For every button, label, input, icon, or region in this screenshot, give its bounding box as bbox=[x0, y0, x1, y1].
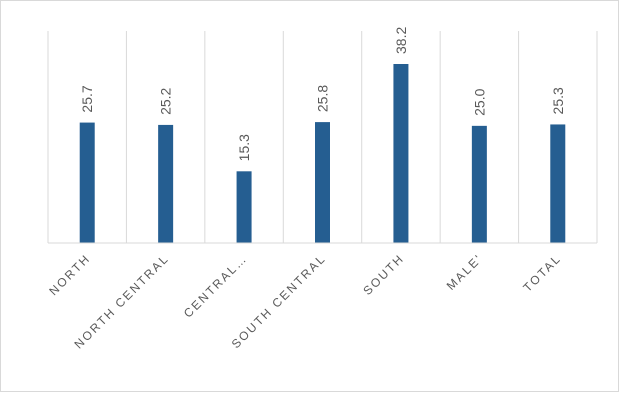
data-label: 25.3 bbox=[550, 87, 566, 114]
x-tick-label: TOTAL bbox=[520, 251, 564, 295]
data-label: 25.2 bbox=[158, 87, 174, 114]
x-tick-label: NORTH bbox=[46, 251, 93, 298]
bar-south-central bbox=[315, 122, 330, 243]
bar-central- bbox=[236, 171, 252, 243]
data-label: 25.0 bbox=[471, 88, 487, 115]
data-label: 38.2 bbox=[393, 27, 409, 54]
x-tick-label: CENTRAL… bbox=[181, 251, 250, 320]
bar-series bbox=[79, 64, 566, 243]
x-tick-label: SOUTH bbox=[360, 251, 407, 298]
data-label: 25.7 bbox=[79, 85, 95, 112]
bar-south bbox=[393, 64, 409, 243]
bar-north bbox=[79, 122, 95, 243]
bar-north-central bbox=[158, 124, 174, 243]
x-tick-label: MALE' bbox=[444, 251, 486, 293]
category-gridlines bbox=[47, 31, 598, 243]
data-label: 15.3 bbox=[236, 134, 252, 161]
bar-male- bbox=[471, 125, 487, 243]
bar-total bbox=[550, 124, 566, 243]
data-label: 25.8 bbox=[315, 85, 331, 112]
data-labels: 25.7 25.2 15.3 25.8 38.2 25.0 25.3 bbox=[79, 27, 566, 162]
